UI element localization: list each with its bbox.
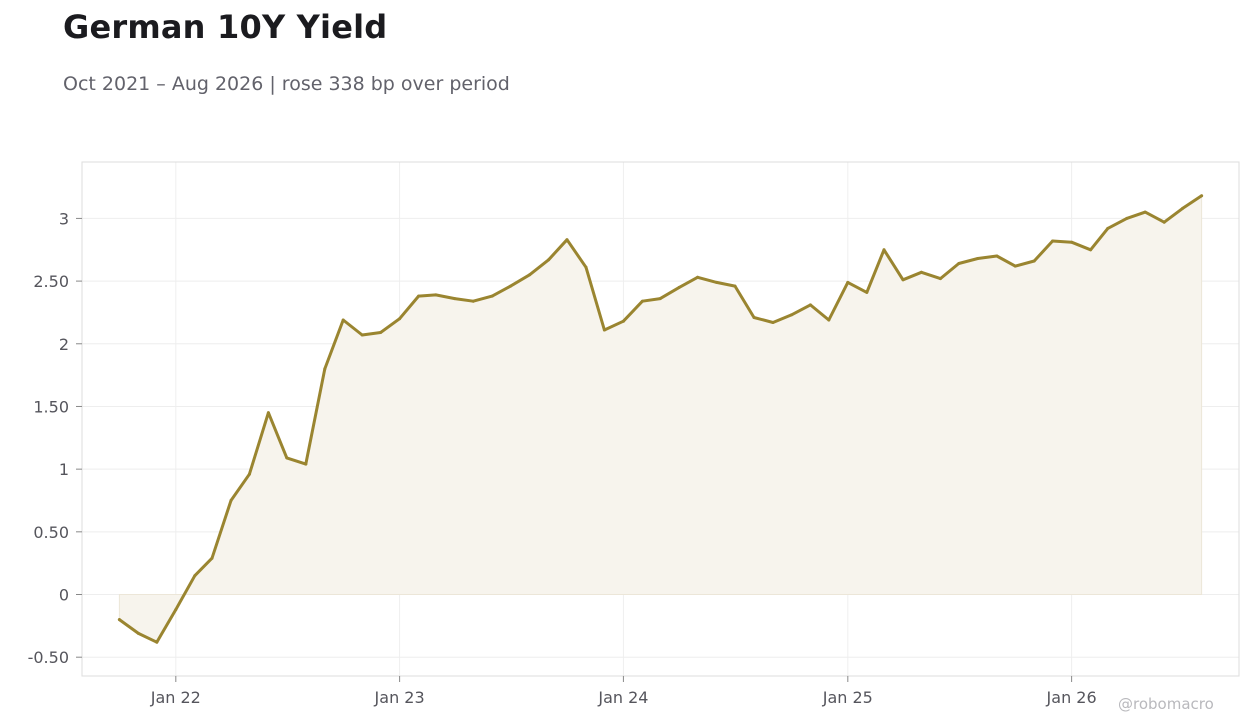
data-point xyxy=(193,574,197,578)
data-point xyxy=(528,273,532,277)
data-point xyxy=(398,317,402,321)
watermark: @robomacro xyxy=(1118,695,1214,713)
data-point xyxy=(1181,206,1185,210)
x-tick-label: Jan 26 xyxy=(1046,688,1097,707)
data-point xyxy=(565,238,569,242)
data-point xyxy=(155,640,159,644)
x-tick-label: Jan 23 xyxy=(374,688,425,707)
data-point xyxy=(640,299,644,303)
data-point xyxy=(1125,216,1129,220)
data-point xyxy=(379,331,383,334)
data-point xyxy=(677,285,681,289)
x-tick-label: Jan 22 xyxy=(150,688,201,707)
data-point xyxy=(323,367,327,371)
data-point xyxy=(752,316,756,319)
data-point xyxy=(417,294,421,298)
data-point xyxy=(509,284,513,288)
data-point xyxy=(304,462,308,466)
data-point xyxy=(602,328,606,332)
data-point xyxy=(547,258,551,262)
data-point xyxy=(1162,220,1166,224)
data-point xyxy=(1089,248,1093,252)
data-point xyxy=(360,333,364,337)
data-point xyxy=(471,299,475,303)
data-point xyxy=(1070,240,1074,244)
data-point xyxy=(285,456,289,460)
data-point xyxy=(247,472,251,476)
data-point xyxy=(901,278,905,282)
data-point xyxy=(865,290,869,294)
data-point xyxy=(658,297,662,301)
data-point xyxy=(490,294,494,298)
y-tick-label: 1.50 xyxy=(33,397,69,416)
data-point xyxy=(1032,259,1036,263)
data-point xyxy=(715,280,719,284)
x-axis: Jan 22 Jan 23 Jan 24 Jan 25 Jan 26 xyxy=(150,676,1097,707)
data-point xyxy=(341,318,345,322)
data-point xyxy=(453,297,457,301)
data-point xyxy=(584,265,588,269)
data-point xyxy=(621,319,625,323)
data-point xyxy=(827,318,831,322)
data-point xyxy=(1200,194,1204,198)
data-point xyxy=(957,262,961,265)
data-point xyxy=(1051,239,1055,243)
data-point xyxy=(434,293,438,297)
data-point xyxy=(938,277,942,281)
data-point xyxy=(696,275,700,279)
chart-subtitle: Oct 2021 – Aug 2026 | rose 338 bp over p… xyxy=(63,73,510,95)
data-point xyxy=(1106,226,1110,230)
y-tick-label: 2 xyxy=(59,335,69,354)
y-tick-label: 3 xyxy=(59,209,69,228)
y-tick-label: 0 xyxy=(59,586,69,605)
data-point xyxy=(229,499,233,502)
data-point xyxy=(976,257,980,260)
data-point xyxy=(174,608,178,612)
data-point xyxy=(846,280,850,284)
y-tick-label: -0.50 xyxy=(28,648,69,667)
x-tick-label: Jan 25 xyxy=(822,688,873,707)
y-axis: -0.50 0 0.50 1 1.50 2 2.50 3 xyxy=(28,209,82,667)
data-point xyxy=(919,270,923,274)
data-point xyxy=(995,254,999,258)
y-tick-label: 0.50 xyxy=(33,523,69,542)
x-tick-label: Jan 24 xyxy=(597,688,648,707)
chart-title: German 10Y Yield xyxy=(63,8,388,46)
data-point xyxy=(210,556,214,560)
yield-area-fill xyxy=(118,194,1203,643)
y-tick-label: 2.50 xyxy=(33,272,69,291)
data-point xyxy=(136,631,140,635)
data-point xyxy=(789,313,793,317)
plot-frame xyxy=(81,161,1240,677)
data-point xyxy=(266,411,270,415)
data-points xyxy=(117,194,1204,644)
data-point xyxy=(1143,210,1147,214)
data-point xyxy=(1013,264,1017,268)
data-point xyxy=(882,248,886,252)
data-point xyxy=(117,618,121,622)
data-point xyxy=(733,284,737,288)
data-point xyxy=(771,321,775,324)
data-point xyxy=(808,303,812,307)
y-tick-label: 1 xyxy=(59,460,69,479)
